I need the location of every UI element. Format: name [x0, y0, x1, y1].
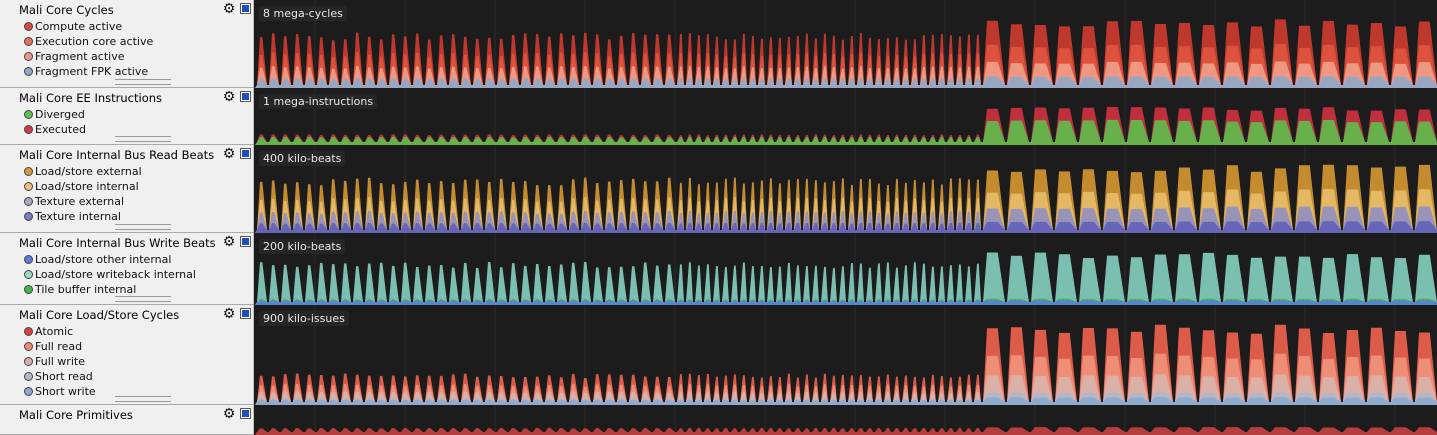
counter-title: Mali Core Cycles	[19, 3, 114, 17]
counter-panel: Mali Core EE Instructions ⚙ Diverged Exe…	[0, 88, 254, 145]
chart-canvas	[255, 405, 1437, 435]
color-toggle-button[interactable]	[240, 308, 251, 319]
series-color-dot	[24, 110, 33, 119]
counter-panel: Mali Core Load/Store Cycles ⚙ Atomic Ful…	[0, 305, 254, 405]
chart-scale-label: 400 kilo-beats	[259, 151, 346, 166]
chart-scale-label: 200 kilo-beats	[259, 239, 346, 254]
series-color-dot	[24, 285, 33, 294]
counter-title: Mali Core EE Instructions	[19, 91, 163, 105]
legend-item[interactable]: Fragment FPK active	[24, 64, 153, 79]
series-legend: Diverged Executed	[24, 107, 86, 137]
legend-item[interactable]: Executed	[24, 122, 86, 137]
timeline-chart[interactable]: 200 kilo-beats	[255, 233, 1437, 305]
series-color-dot	[24, 37, 33, 46]
counter-panel: Mali Core Internal Bus Read Beats ⚙ Load…	[0, 145, 254, 233]
timeline-chart[interactable]: 900 kilo-issues	[255, 305, 1437, 405]
timeline-chart[interactable]: 1 mega-instructions	[255, 88, 1437, 145]
series-area	[255, 119, 1437, 145]
series-color-dot	[24, 182, 33, 191]
series-area	[255, 76, 1437, 88]
chart-canvas	[255, 88, 1437, 145]
counter-row-bus-write-beats: Mali Core Internal Bus Write Beats ⚙ Loa…	[0, 233, 1437, 305]
series-color-dot	[24, 342, 33, 351]
gear-icon[interactable]: ⚙	[222, 234, 236, 250]
color-toggle-button[interactable]	[240, 3, 251, 14]
counter-row-ee-instructions: Mali Core EE Instructions ⚙ Diverged Exe…	[0, 88, 1437, 145]
gear-icon[interactable]: ⚙	[222, 146, 236, 162]
counter-row-bus-read-beats: Mali Core Internal Bus Read Beats ⚙ Load…	[0, 145, 1437, 233]
color-toggle-button[interactable]	[240, 236, 251, 247]
legend-item[interactable]: Load/store writeback internal	[24, 267, 196, 282]
series-color-dot	[24, 197, 33, 206]
counter-panel: Mali Core Internal Bus Write Beats ⚙ Loa…	[0, 233, 254, 305]
series-color-dot	[24, 327, 33, 336]
resize-grip[interactable]	[115, 136, 171, 142]
counter-row-load-store-cycles: Mali Core Load/Store Cycles ⚙ Atomic Ful…	[0, 305, 1437, 405]
chart-canvas	[255, 0, 1437, 88]
series-legend: Load/store other internal Load/store wri…	[24, 252, 196, 297]
counter-row-primitives: Mali Core Primitives ⚙	[0, 405, 1437, 435]
series-color-dot	[24, 125, 33, 134]
resize-grip[interactable]	[115, 296, 171, 302]
series-color-dot	[24, 387, 33, 396]
gear-icon[interactable]: ⚙	[222, 406, 236, 422]
series-color-dot	[24, 67, 33, 76]
chart-canvas	[255, 305, 1437, 405]
legend-item[interactable]: Diverged	[24, 107, 86, 122]
series-color-dot	[24, 52, 33, 61]
series-color-dot	[24, 372, 33, 381]
legend-item[interactable]: Full write	[24, 354, 96, 369]
legend-item[interactable]: Texture internal	[24, 209, 142, 224]
series-area	[255, 252, 1437, 305]
gear-icon[interactable]: ⚙	[222, 1, 236, 17]
counter-row-core-cycles: Mali Core Cycles ⚙ Compute active Execut…	[0, 0, 1437, 88]
legend-item[interactable]: Fragment active	[24, 49, 153, 64]
legend-item[interactable]: Short write	[24, 384, 96, 399]
series-area	[255, 397, 1437, 405]
counter-panel: Mali Core Primitives ⚙	[0, 405, 254, 435]
resize-grip[interactable]	[115, 79, 171, 85]
legend-item[interactable]: Load/store internal	[24, 179, 142, 194]
counter-title: Mali Core Internal Bus Write Beats	[19, 236, 216, 250]
chart-canvas	[255, 233, 1437, 305]
timeline-chart[interactable]: 400 kilo-beats	[255, 145, 1437, 233]
series-area	[255, 221, 1437, 233]
series-area	[255, 300, 1437, 305]
color-toggle-button[interactable]	[240, 91, 251, 102]
counter-panel: Mali Core Cycles ⚙ Compute active Execut…	[0, 0, 254, 88]
counter-title: Mali Core Primitives	[19, 408, 133, 422]
gear-icon[interactable]: ⚙	[222, 89, 236, 105]
series-legend: Atomic Full read Full write Short read S…	[24, 324, 96, 399]
resize-grip[interactable]	[115, 396, 171, 402]
legend-item[interactable]: Short read	[24, 369, 96, 384]
chart-scale-label: 900 kilo-issues	[259, 311, 349, 326]
chart-scale-label: 8 mega-cycles	[259, 6, 347, 21]
legend-item[interactable]: Atomic	[24, 324, 96, 339]
series-color-dot	[24, 270, 33, 279]
series-color-dot	[24, 255, 33, 264]
series-color-dot	[24, 357, 33, 366]
chart-canvas	[255, 145, 1437, 233]
legend-item[interactable]: Load/store other internal	[24, 252, 196, 267]
legend-item[interactable]: Tile buffer internal	[24, 282, 196, 297]
gear-icon[interactable]: ⚙	[222, 306, 236, 322]
legend-item[interactable]: Execution core active	[24, 34, 153, 49]
legend-item[interactable]: Load/store external	[24, 164, 142, 179]
series-color-dot	[24, 22, 33, 31]
series-legend: Compute active Execution core active Fra…	[24, 19, 153, 79]
counter-title: Mali Core Load/Store Cycles	[19, 308, 180, 322]
legend-item[interactable]: Texture external	[24, 194, 142, 209]
series-color-dot	[24, 212, 33, 221]
timeline-chart[interactable]	[255, 405, 1437, 435]
chart-scale-label: 1 mega-instructions	[259, 94, 378, 109]
timeline-chart[interactable]: 8 mega-cycles	[255, 0, 1437, 88]
series-legend: Load/store external Load/store internal …	[24, 164, 142, 224]
legend-item[interactable]: Full read	[24, 339, 96, 354]
resize-grip[interactable]	[115, 224, 171, 230]
series-color-dot	[24, 167, 33, 176]
color-toggle-button[interactable]	[240, 148, 251, 159]
series-area	[255, 427, 1437, 435]
legend-item[interactable]: Compute active	[24, 19, 153, 34]
counter-title: Mali Core Internal Bus Read Beats	[19, 148, 215, 162]
